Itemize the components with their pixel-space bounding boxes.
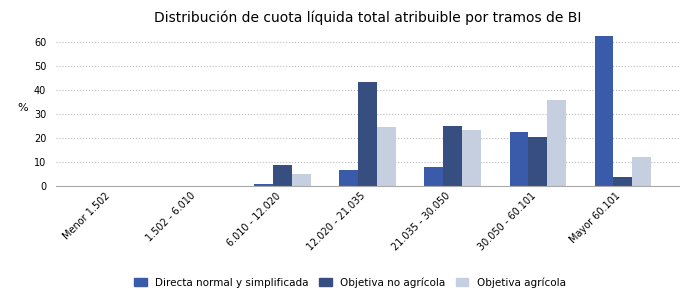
Bar — [254, 184, 273, 186]
Legend: Directa normal y simplificada, Objetiva no agrícola, Objetiva agrícola: Directa normal y simplificada, Objetiva … — [130, 273, 570, 292]
Bar — [377, 127, 395, 186]
Bar — [443, 126, 462, 186]
Bar — [462, 130, 481, 186]
Bar — [188, 185, 206, 186]
Bar — [510, 132, 528, 186]
Bar — [547, 100, 566, 186]
Bar — [340, 170, 358, 186]
Bar — [632, 157, 651, 186]
Bar — [292, 175, 311, 186]
Bar — [273, 165, 292, 186]
Title: Distribución de cuota líquida total atribuible por tramos de BI: Distribución de cuota líquida total atri… — [154, 10, 581, 25]
Bar — [528, 137, 547, 186]
Bar — [613, 177, 632, 186]
Y-axis label: %: % — [18, 103, 28, 113]
Bar — [594, 36, 613, 186]
Bar — [358, 82, 377, 186]
Bar — [424, 167, 443, 186]
